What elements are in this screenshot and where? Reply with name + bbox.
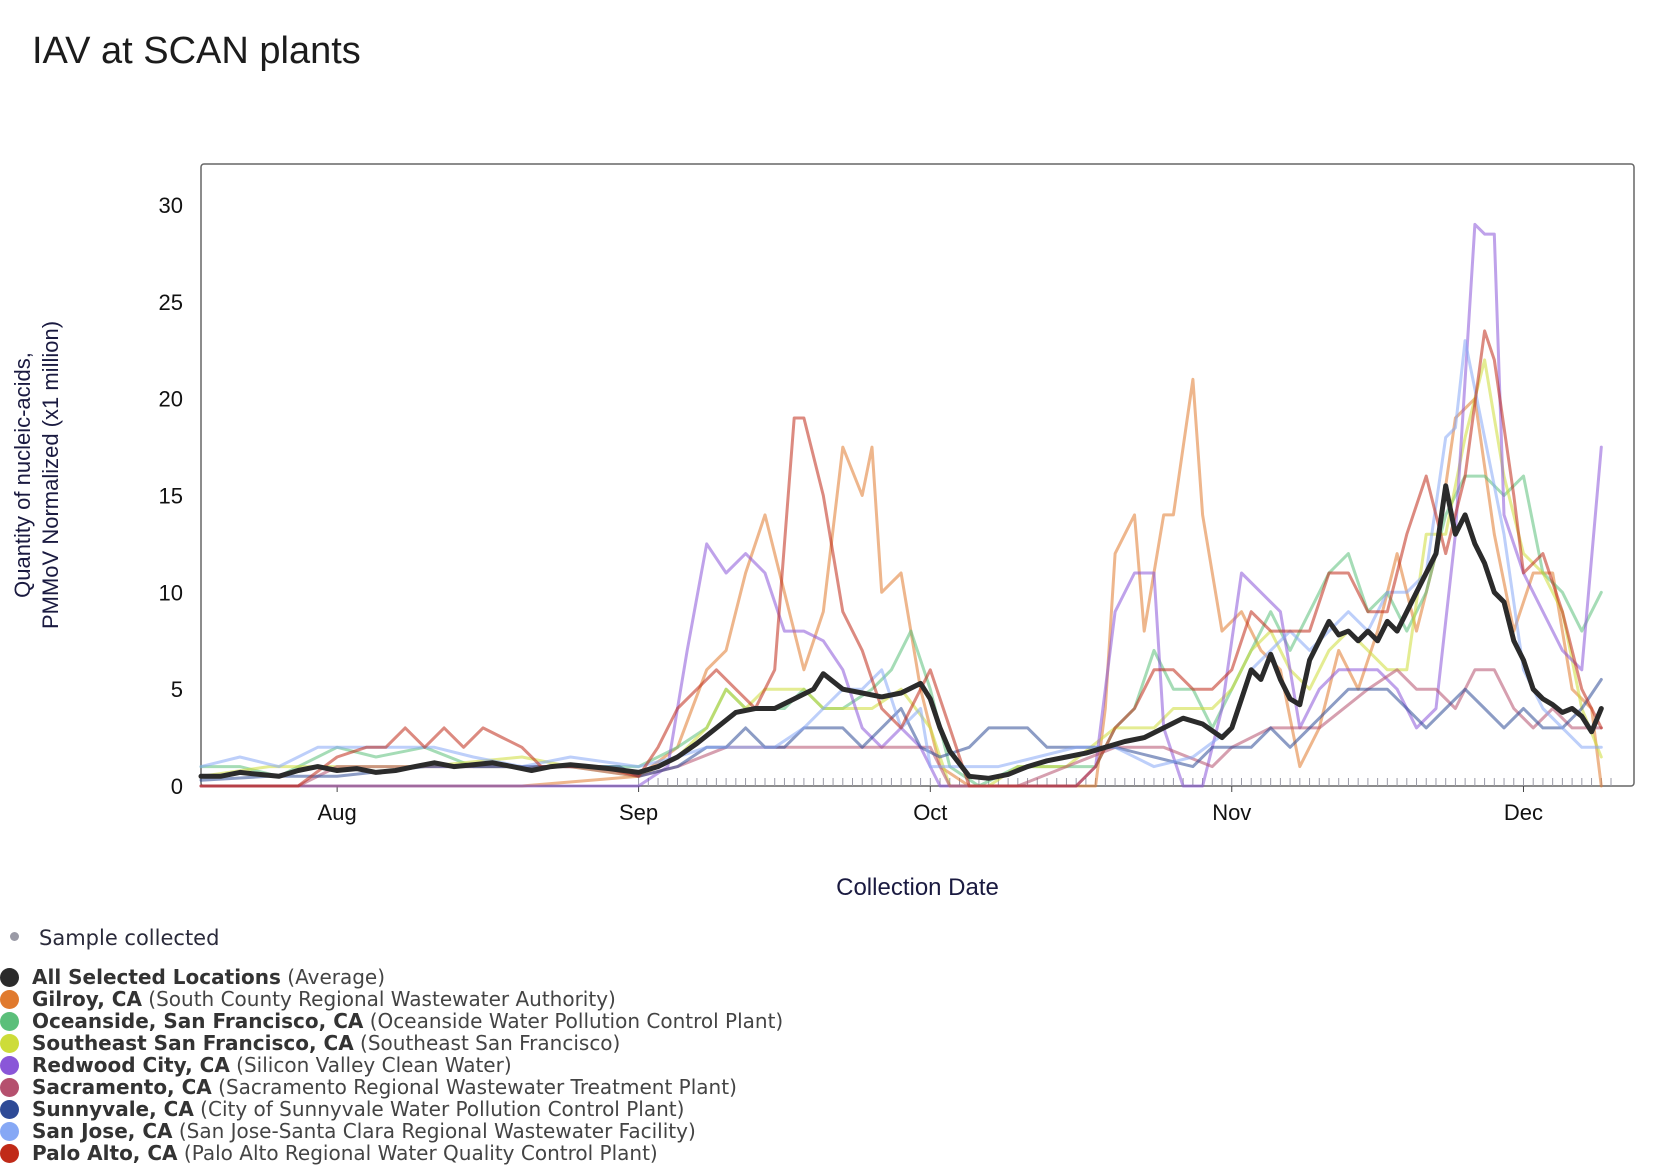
x-tick-label: Oct xyxy=(913,800,947,825)
legend-plant-name: (City of Sunnyvale Water Pollution Contr… xyxy=(193,1097,685,1121)
legend-color-dot xyxy=(0,1056,19,1075)
legend-color-dot xyxy=(0,1100,19,1119)
chart-title: IAV at SCAN plants xyxy=(32,30,361,72)
legend-color-dot xyxy=(0,1034,19,1053)
series-line-oceanside-san-francisco-ca[interactable] xyxy=(199,474,1603,788)
y-tick-label: 0 xyxy=(171,774,183,799)
x-tick-label: Sep xyxy=(619,800,658,825)
plot-frame xyxy=(200,163,1635,787)
legend-color-dot xyxy=(0,1122,19,1141)
y-tick-label: 25 xyxy=(159,290,183,315)
y-tick-label: 30 xyxy=(159,193,183,218)
y-axis-label-line2: PMMoV Normalized (x1 million) xyxy=(38,321,63,629)
legend-item[interactable]: Gilroy, CA (South County Regional Wastew… xyxy=(0,988,783,1010)
legend-plant-name: (Sacramento Regional Wastewater Treatmen… xyxy=(211,1075,737,1099)
y-tick-label: 5 xyxy=(171,677,183,702)
legend-item[interactable]: Sacramento, CA (Sacramento Regional Wast… xyxy=(0,1076,783,1098)
legend-plant-name: (Silicon Valley Clean Water) xyxy=(229,1053,512,1077)
sample-collected-label: Sample collected xyxy=(39,926,220,950)
axis-ticks: 0 5 10 15 20 25 30 Aug Sep Oct Nov Dec xyxy=(159,193,1612,825)
legend-location-name: Palo Alto, CA xyxy=(32,1141,178,1165)
legend-plant-name: (Southeast San Francisco) xyxy=(353,1031,621,1055)
sample-collected-dot xyxy=(10,932,19,941)
plot-border xyxy=(200,163,1635,787)
legend-item[interactable]: All Selected Locations (Average) xyxy=(0,966,783,988)
series-line-redwood-city-ca[interactable] xyxy=(199,222,1603,788)
legend-item[interactable]: Southeast San Francisco, CA (Southeast S… xyxy=(0,1032,783,1054)
legend-location-name: Gilroy, CA xyxy=(32,987,142,1011)
legend-color-dot xyxy=(0,1012,19,1031)
series-line-palo-alto-ca[interactable] xyxy=(199,329,1603,788)
x-tick-label: Aug xyxy=(318,800,357,825)
legend-color-dot xyxy=(0,990,19,1009)
sample-collected-legend: Sample collected xyxy=(10,926,219,950)
y-tick-label: 15 xyxy=(159,484,183,509)
legend-color-dot xyxy=(0,1144,19,1163)
legend-plant-name: (Palo Alto Regional Water Quality Contro… xyxy=(177,1141,658,1165)
x-axis-label: Collection Date xyxy=(836,874,999,901)
series-line-all-selected-locations[interactable] xyxy=(198,483,1604,781)
x-tick-label: Nov xyxy=(1212,800,1251,825)
legend-location-name: Sunnyvale, CA xyxy=(32,1097,194,1121)
y-tick-label: 20 xyxy=(159,387,183,412)
legend-location-name: Sacramento, CA xyxy=(32,1075,212,1099)
series-line-southeast-san-francisco-ca[interactable] xyxy=(199,358,1603,788)
legend-item[interactable]: Palo Alto, CA (Palo Alto Regional Water … xyxy=(0,1142,783,1164)
series-layer xyxy=(198,222,1604,788)
x-tick-label: Dec xyxy=(1504,800,1543,825)
legend-item[interactable]: Sunnyvale, CA (City of Sunnyvale Water P… xyxy=(0,1098,783,1120)
legend-plant-name: (Average) xyxy=(280,965,386,989)
legend-item[interactable]: Oceanside, San Francisco, CA (Oceanside … xyxy=(0,1010,783,1032)
legend-color-dot xyxy=(0,1078,19,1097)
y-axis-label-line1: Quantity of nucleic-acids, xyxy=(10,352,35,598)
legend-plant-name: (Oceanside Water Pollution Control Plant… xyxy=(363,1009,784,1033)
legend-location-name: Redwood City, CA xyxy=(32,1053,230,1077)
legend-color-dot xyxy=(0,968,19,987)
series-line-san-jose-ca[interactable] xyxy=(199,339,1603,769)
legend-item[interactable]: San Jose, CA (San Jose-Santa Clara Regio… xyxy=(0,1120,783,1142)
legend-location-name: All Selected Locations xyxy=(32,965,281,989)
legend-location-name: Southeast San Francisco, CA xyxy=(32,1031,354,1055)
y-tick-label: 10 xyxy=(159,580,183,605)
legend: All Selected Locations (Average) Gilroy, … xyxy=(0,966,783,1164)
legend-location-name: San Jose, CA xyxy=(32,1119,173,1143)
legend-plant-name: (South County Regional Wastewater Author… xyxy=(141,987,616,1011)
legend-location-name: Oceanside, San Francisco, CA xyxy=(32,1009,364,1033)
legend-plant-name: (San Jose-Santa Clara Regional Wastewate… xyxy=(172,1119,696,1143)
legend-item[interactable]: Redwood City, CA (Silicon Valley Clean W… xyxy=(0,1054,783,1076)
